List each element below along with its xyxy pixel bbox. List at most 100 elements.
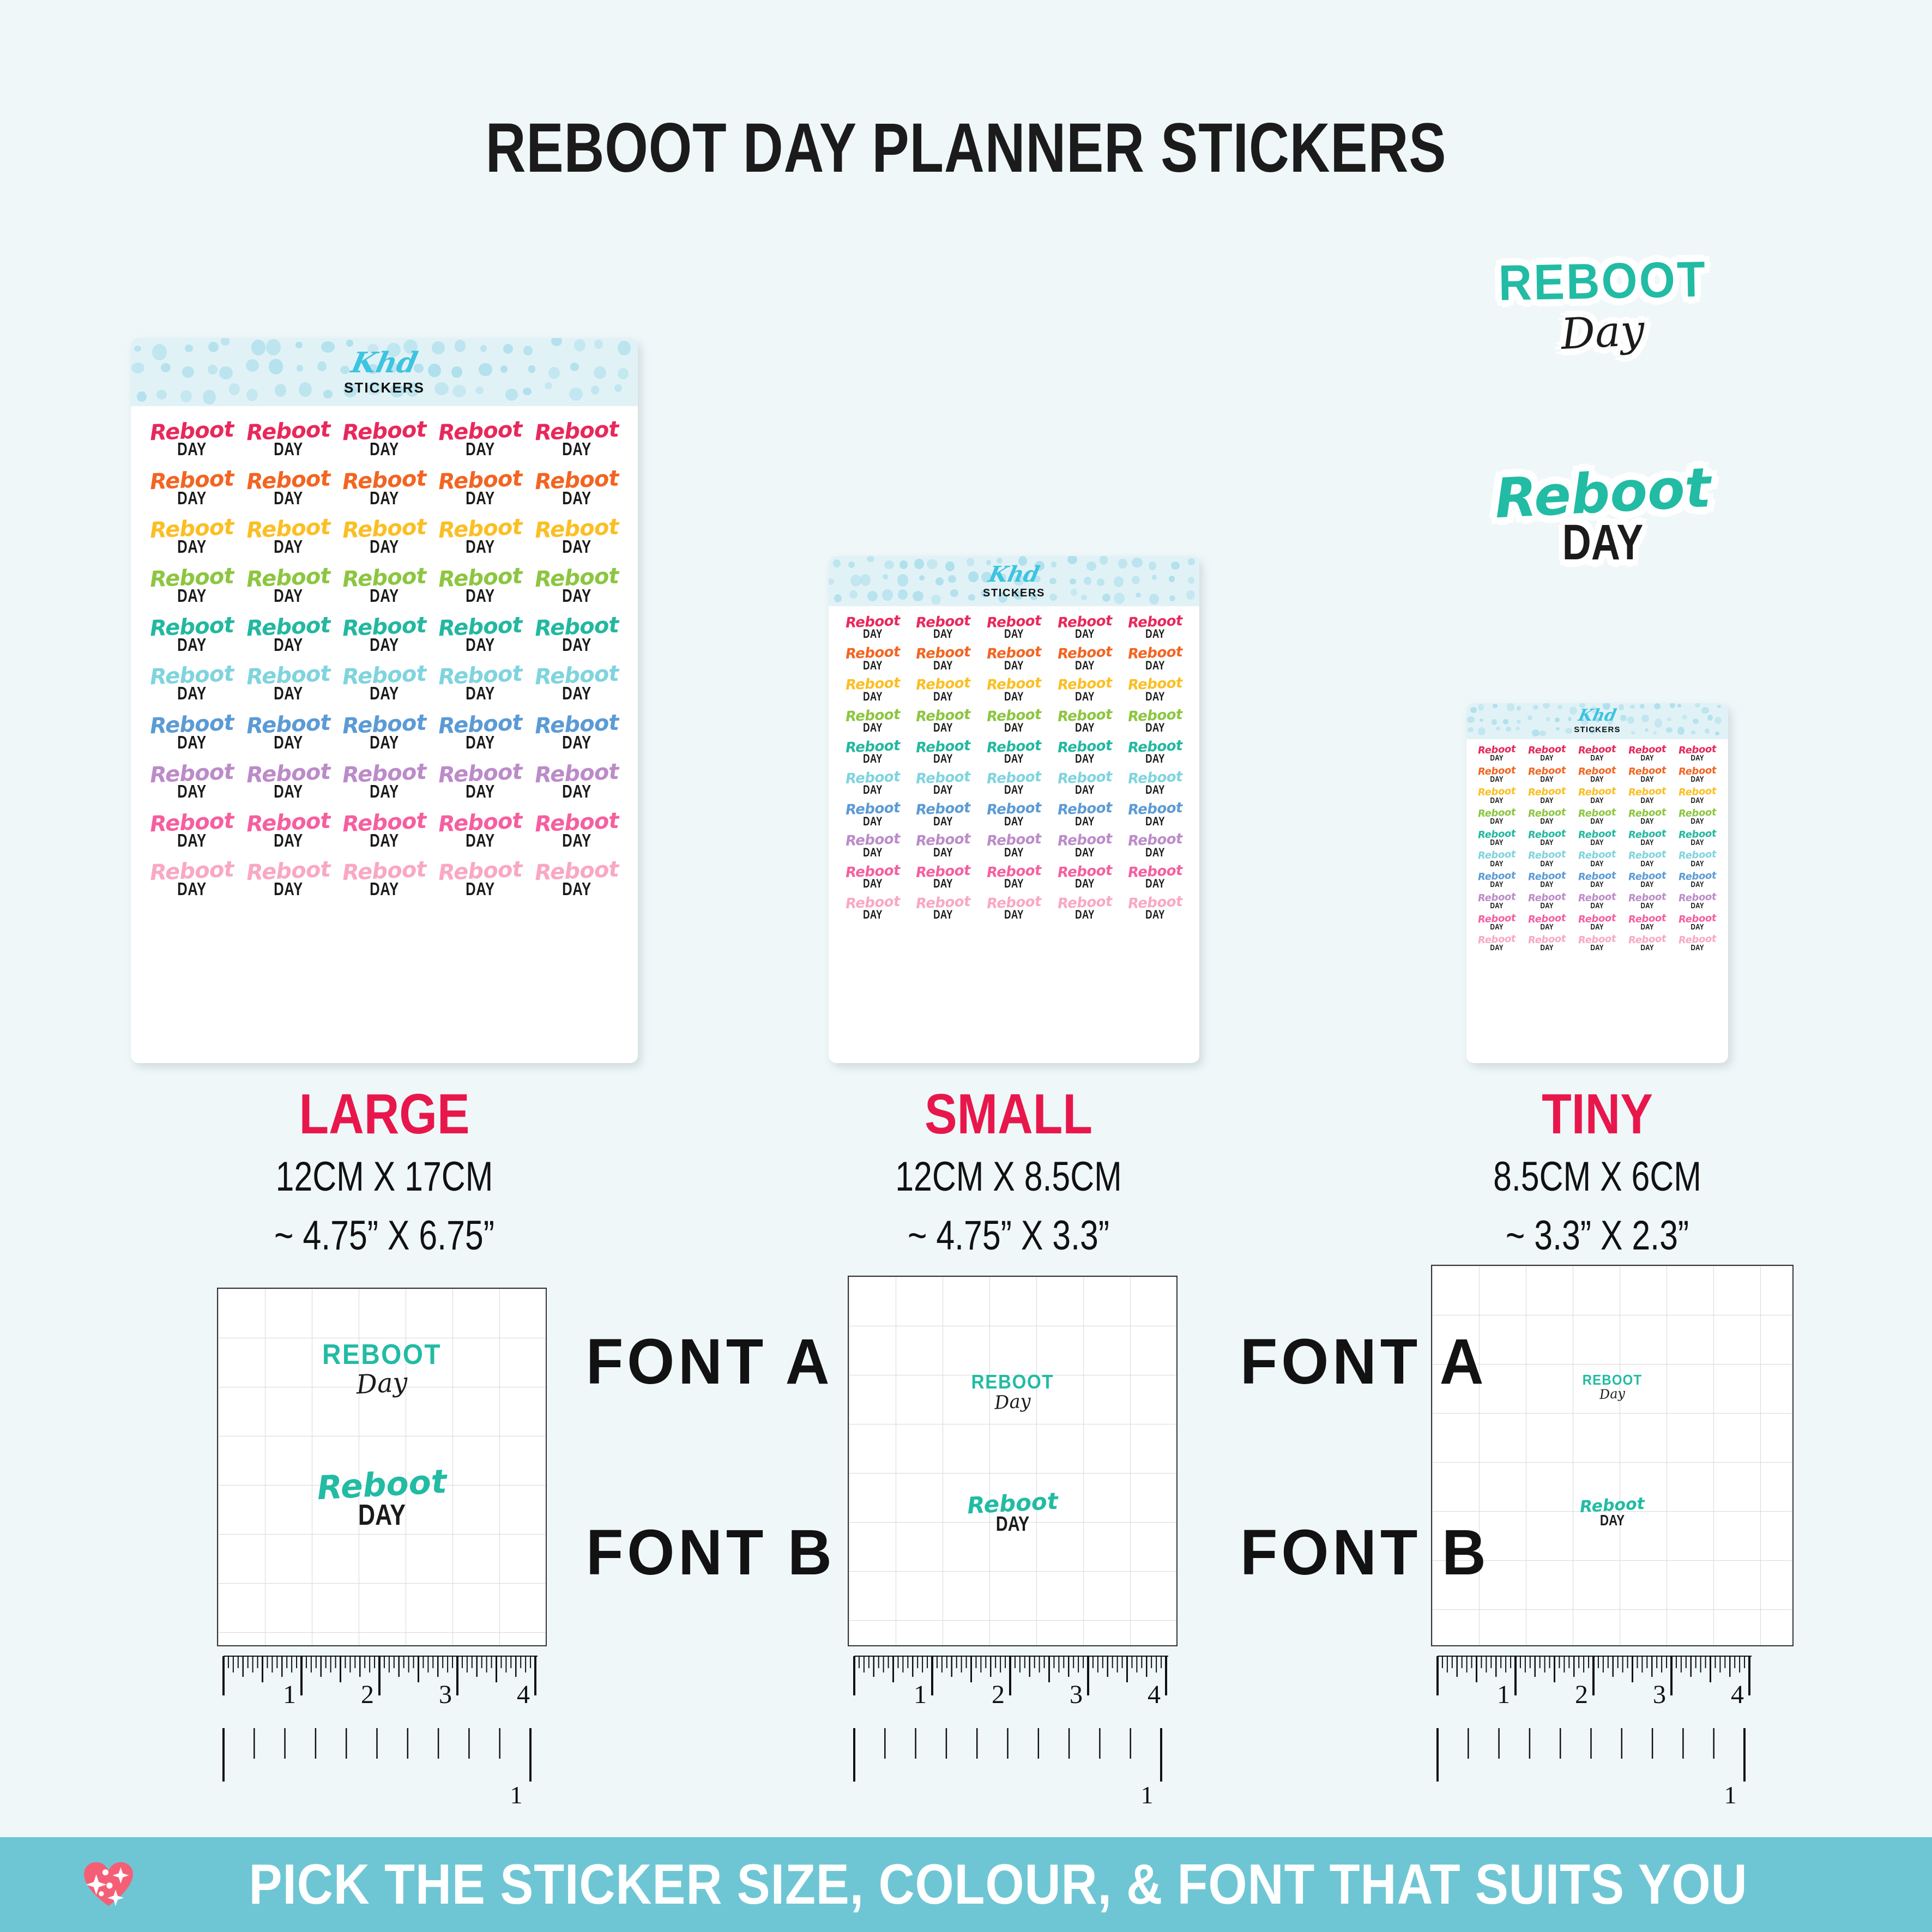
sticker-item: Reboot DAY bbox=[1478, 828, 1516, 846]
sticker-item: Reboot DAY bbox=[1578, 933, 1616, 952]
sticker-item: Reboot DAY bbox=[1478, 744, 1516, 762]
polka-dot bbox=[1539, 730, 1546, 736]
sticker-day-word: DAY bbox=[1490, 922, 1504, 932]
polka-dot bbox=[346, 339, 354, 347]
sticker-day-word: DAY bbox=[1540, 922, 1554, 932]
sticker-day-word: DAY bbox=[1004, 720, 1024, 734]
polka-dot bbox=[867, 591, 878, 601]
polka-dot bbox=[594, 366, 606, 379]
brand-subtitle-text: STICKERS bbox=[1574, 725, 1621, 734]
polka-dot bbox=[1532, 704, 1538, 710]
sticker-item: Reboot DAY bbox=[1528, 849, 1566, 867]
polka-dot bbox=[1149, 593, 1160, 605]
sticker-day-word: DAY bbox=[177, 781, 207, 801]
sticker-item: Reboot DAY bbox=[916, 831, 971, 858]
font-tag-a-large: FONT A bbox=[585, 1326, 834, 1398]
sticker-item: Reboot DAY bbox=[986, 831, 1041, 858]
polka-dot bbox=[1018, 556, 1028, 566]
sticker-day-word: DAY bbox=[1590, 922, 1604, 932]
ruler-inch-label: 1 bbox=[914, 1680, 927, 1709]
polka-dot bbox=[1030, 593, 1038, 601]
sticker-item: Reboot DAY bbox=[534, 759, 619, 800]
sticker-item: Reboot DAY bbox=[1057, 800, 1112, 827]
polka-dot bbox=[594, 339, 603, 349]
demo-sticker-font-b-large: Reboot DAY bbox=[218, 1463, 546, 1531]
sticker-item: Reboot DAY bbox=[1628, 891, 1667, 909]
sticker-day-word: DAY bbox=[1640, 753, 1655, 763]
sticker-item: Reboot DAY bbox=[845, 675, 900, 702]
sticker-item: Reboot DAY bbox=[1528, 786, 1566, 804]
ruler-inch-label: 3 bbox=[1070, 1680, 1083, 1709]
polka-dot bbox=[1655, 719, 1663, 728]
polka-dot bbox=[950, 589, 959, 597]
sticker-item: Reboot DAY bbox=[246, 612, 331, 655]
sticker-day-word: DAY bbox=[466, 683, 496, 704]
sticker-day-word: DAY bbox=[933, 658, 953, 672]
sticker-item: Reboot DAY bbox=[986, 644, 1041, 671]
polka-dot bbox=[1515, 726, 1520, 730]
sticker-day-word: DAY bbox=[933, 689, 953, 703]
polka-dot bbox=[1033, 575, 1041, 583]
sticker-day-word: DAY bbox=[273, 439, 303, 459]
polka-dot bbox=[981, 572, 992, 583]
polka-dot bbox=[203, 389, 216, 405]
sticker-day-word: DAY bbox=[370, 830, 399, 850]
demo-a-line1: REBOOT bbox=[322, 1339, 442, 1370]
sticker-day-word: DAY bbox=[1145, 814, 1166, 828]
sticker-item: Reboot DAY bbox=[1628, 849, 1667, 867]
sticker-day-word: DAY bbox=[1145, 658, 1166, 672]
sticker-item: Reboot DAY bbox=[149, 564, 234, 605]
ruler-svg: 1 2 3 4 1 bbox=[853, 1656, 1168, 1809]
sticker-item: Reboot DAY bbox=[1628, 912, 1667, 931]
sticker-day-word: DAY bbox=[1690, 859, 1705, 868]
sticker-day-word: DAY bbox=[933, 908, 953, 922]
sticker-sheet-large: Khd STICKERS Reboot DAY Reboot DAY Reboot DAY… bbox=[131, 338, 638, 1063]
polka-dot bbox=[156, 389, 167, 400]
sticker-item: Reboot DAY bbox=[1578, 849, 1616, 867]
sticker-item: Reboot DAY bbox=[1528, 870, 1566, 889]
polka-dot bbox=[898, 589, 908, 600]
ruler-inch-label: 4 bbox=[1148, 1680, 1161, 1709]
sticker-day-word: DAY bbox=[562, 487, 591, 508]
sticker-item: Reboot DAY bbox=[1057, 893, 1112, 921]
brand-logo: Khd STICKERS bbox=[1466, 706, 1728, 734]
polka-dot bbox=[1701, 707, 1710, 714]
polka-dot bbox=[1496, 727, 1500, 731]
polka-dot bbox=[882, 574, 888, 580]
sticker-day-word: DAY bbox=[1004, 783, 1024, 797]
polka-dot bbox=[500, 365, 508, 373]
sticker-day-word: DAY bbox=[273, 585, 303, 606]
sticker-grid-large: Reboot DAY Reboot DAY Reboot DAY Reboot DAY Rebo… bbox=[131, 406, 638, 903]
sticker-day-word: DAY bbox=[1540, 943, 1554, 953]
polka-dot bbox=[1590, 707, 1598, 713]
polka-dot bbox=[570, 362, 579, 371]
ruler-inch-label: 2 bbox=[1575, 1680, 1588, 1709]
polka-dot bbox=[1555, 717, 1560, 723]
sticker-item: Reboot DAY bbox=[845, 706, 900, 733]
sticker-item: Reboot DAY bbox=[1128, 738, 1183, 765]
polka-dot bbox=[947, 575, 956, 583]
polka-dot bbox=[849, 590, 858, 599]
sticker-day-word: DAY bbox=[1145, 783, 1166, 797]
font-tag-b-small: FONT B bbox=[1240, 1517, 1490, 1589]
sticker-day-word: DAY bbox=[273, 634, 303, 655]
polka-dot bbox=[1565, 727, 1573, 734]
sticker-item: Reboot DAY bbox=[246, 808, 331, 849]
polka-dot bbox=[1692, 719, 1699, 724]
sticker-item: Reboot DAY bbox=[1628, 870, 1667, 889]
sticker-item: Reboot DAY bbox=[246, 564, 331, 606]
polka-dot bbox=[208, 341, 219, 352]
polka-dot bbox=[899, 560, 908, 569]
sticker-day-word: DAY bbox=[466, 585, 496, 606]
polka-dot bbox=[1677, 727, 1685, 735]
polka-dot bbox=[184, 345, 193, 352]
polka-dot bbox=[829, 578, 834, 585]
polka-dot bbox=[1467, 727, 1474, 733]
polka-dot bbox=[545, 382, 553, 389]
demo-b-line2: DAY bbox=[358, 1499, 406, 1531]
demo-sticker-font-a-small: REBOOT Day bbox=[849, 1372, 1176, 1414]
sticker-item: Reboot DAY bbox=[1057, 831, 1112, 858]
sticker-item: Reboot DAY bbox=[342, 661, 427, 702]
polka-dot bbox=[1602, 728, 1607, 733]
sticker-item: Reboot DAY bbox=[438, 808, 523, 849]
